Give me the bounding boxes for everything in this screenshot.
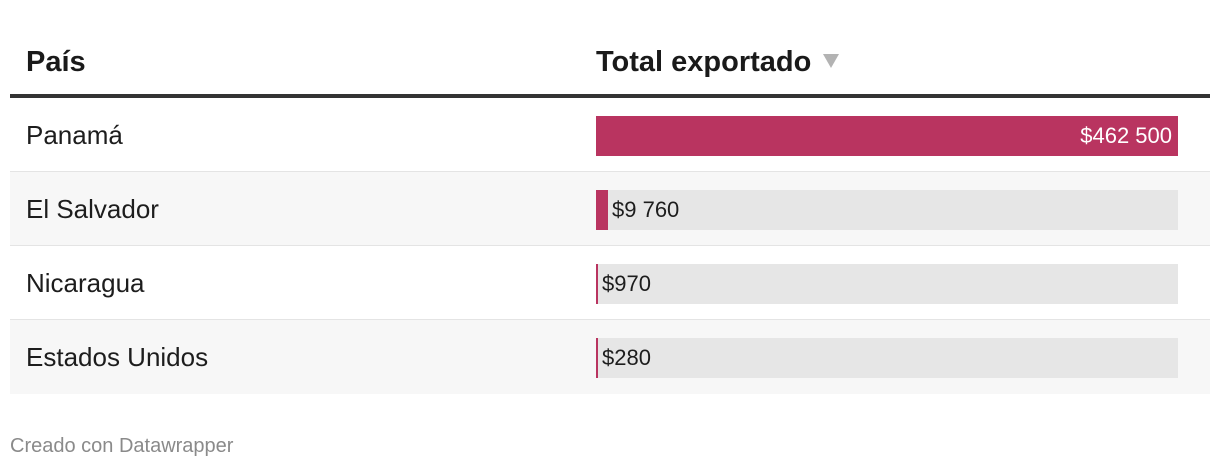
bar-value-label: $9 760 [612, 197, 680, 222]
column-header-total-label: Total exportado [596, 46, 812, 78]
country-cell: Estados Unidos [26, 342, 209, 372]
country-cell: El Salvador [26, 194, 159, 224]
country-cell: Nicaragua [26, 268, 145, 298]
country-cell: Panamá [26, 120, 123, 150]
bar-value-label: $462 500 [1080, 123, 1172, 148]
table-body: Panamá $462 500 El Salvador $9 760 Nicaragua… [10, 98, 1210, 394]
bar-track: $9 760 [596, 190, 1178, 230]
bar-value-label: $280 [602, 345, 651, 370]
bar [596, 190, 608, 230]
export-table: País Total exportado Panamá $462 500 El Sa… [10, 28, 1210, 394]
sort-descending-icon[interactable] [823, 54, 840, 69]
bar [596, 264, 598, 304]
bar-track: $462 500 [596, 116, 1178, 156]
footer-credit: Creado con Datawrapper [10, 435, 234, 457]
column-header-country[interactable]: País [26, 46, 86, 78]
table-row: Estados Unidos $280 [10, 320, 1210, 394]
table-header: País Total exportado [10, 28, 1210, 98]
table-row: Nicaragua $970 [10, 246, 1210, 320]
bar-value-label: $970 [602, 271, 651, 296]
column-header-total[interactable]: Total exportado [596, 46, 840, 79]
bar [596, 338, 598, 378]
bar-track: $970 [596, 264, 1178, 304]
table-row: Panamá $462 500 [10, 98, 1210, 172]
bar-track: $280 [596, 338, 1178, 378]
table-row: El Salvador $9 760 [10, 172, 1210, 246]
bar [596, 116, 1178, 156]
